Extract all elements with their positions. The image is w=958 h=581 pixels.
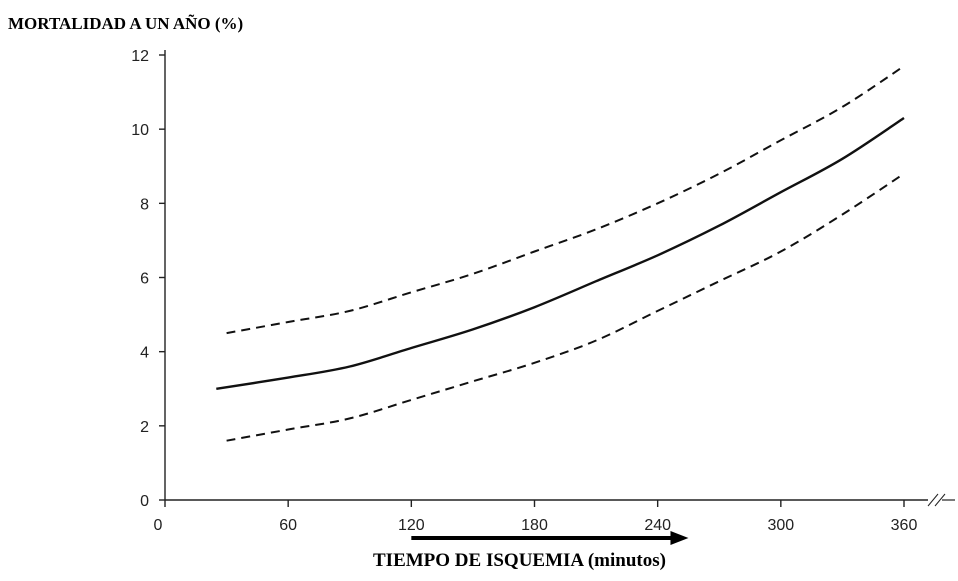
upper-confidence-line	[226, 65, 905, 335]
y-tick-label: 12	[131, 48, 149, 65]
x-tick-label: 0	[154, 517, 163, 534]
x-tick-label: 180	[521, 517, 548, 534]
lower-confidence-line	[226, 172, 905, 442]
axis-break-mark	[927, 493, 939, 507]
y-tick-label: 2	[140, 419, 149, 436]
axis-break-mark	[934, 493, 946, 507]
annotation-arrow-head	[670, 531, 689, 545]
mortality-line	[216, 116, 905, 390]
y-tick-label: 8	[140, 196, 149, 213]
x-tick-label: 120	[398, 517, 425, 534]
x-axis-title: TIEMPO DE ISQUEMIA (minutos)	[373, 550, 666, 571]
y-tick-label: 6	[140, 271, 149, 288]
y-tick-label: 0	[140, 493, 149, 510]
y-axis-title: MORTALIDAD A UN AÑO (%)	[8, 14, 244, 33]
x-tick-label: 240	[644, 517, 671, 534]
x-tick-label: 360	[891, 517, 918, 534]
x-tick-label: 60	[279, 517, 297, 534]
y-tick-label: 4	[140, 345, 149, 362]
x-tick-label: 300	[767, 517, 794, 534]
y-tick-label: 10	[131, 122, 149, 139]
